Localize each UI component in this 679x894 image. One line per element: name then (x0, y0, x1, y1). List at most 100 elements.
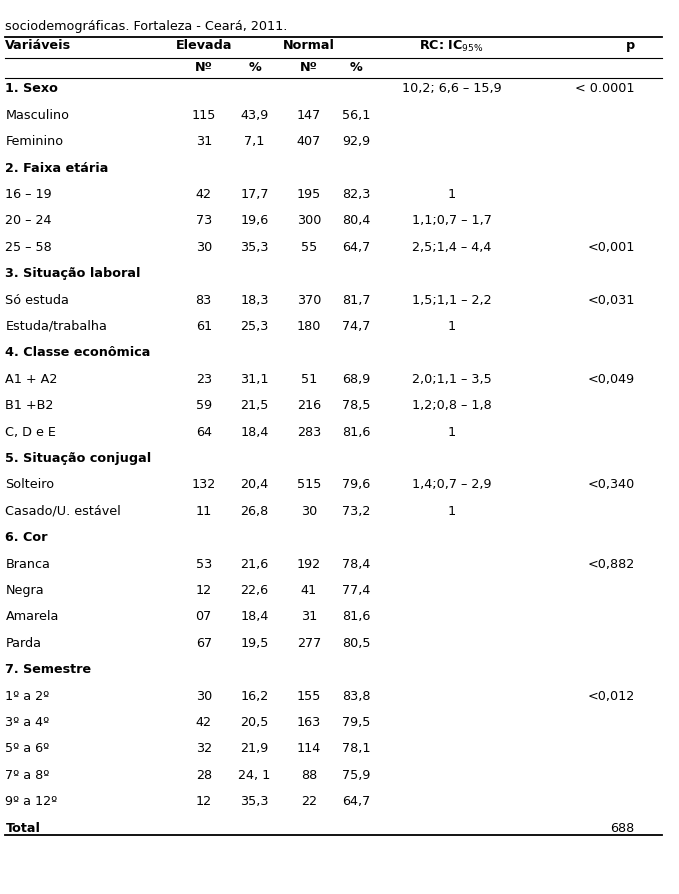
Text: 59: 59 (196, 399, 212, 412)
Text: 42: 42 (196, 715, 212, 729)
Text: 5. Situação conjugal: 5. Situação conjugal (5, 451, 151, 465)
Text: 19,5: 19,5 (240, 636, 269, 649)
Text: 25,3: 25,3 (240, 319, 269, 333)
Text: 10,2; 6,6 – 15,9: 10,2; 6,6 – 15,9 (402, 82, 501, 96)
Text: Parda: Parda (5, 636, 41, 649)
Text: Nº: Nº (195, 61, 213, 74)
Text: 20 – 24: 20 – 24 (5, 215, 52, 227)
Text: 75,9: 75,9 (342, 768, 371, 781)
Text: Elevada: Elevada (175, 39, 232, 53)
Text: 81,6: 81,6 (342, 425, 371, 438)
Text: 195: 195 (297, 188, 321, 201)
Text: 22,6: 22,6 (240, 583, 269, 596)
Text: 22: 22 (301, 794, 317, 807)
Text: 31,1: 31,1 (240, 372, 269, 385)
Text: <0,001: <0,001 (587, 240, 635, 254)
Text: 21,9: 21,9 (240, 741, 269, 755)
Text: 83,8: 83,8 (342, 688, 371, 702)
Text: 30: 30 (196, 688, 212, 702)
Text: 64,7: 64,7 (342, 794, 371, 807)
Text: 370: 370 (297, 293, 321, 307)
Text: 1,1;0,7 – 1,7: 1,1;0,7 – 1,7 (411, 215, 492, 227)
Text: 78,4: 78,4 (342, 557, 371, 570)
Text: 35,3: 35,3 (240, 794, 269, 807)
Text: 30: 30 (196, 240, 212, 254)
Text: A1 + A2: A1 + A2 (5, 372, 58, 385)
Text: Masculino: Masculino (5, 108, 69, 122)
Text: 1,5;1,1 – 2,2: 1,5;1,1 – 2,2 (411, 293, 492, 307)
Text: 64,7: 64,7 (342, 240, 371, 254)
Text: 56,1: 56,1 (342, 108, 371, 122)
Text: <0,031: <0,031 (587, 293, 635, 307)
Text: 1: 1 (447, 188, 456, 201)
Text: Solteiro: Solteiro (5, 477, 54, 491)
Text: Estuda/trabalha: Estuda/trabalha (5, 319, 107, 333)
Text: 11: 11 (196, 504, 212, 518)
Text: %: % (350, 61, 363, 74)
Text: 80,5: 80,5 (342, 636, 371, 649)
Text: 74,7: 74,7 (342, 319, 371, 333)
Text: 35,3: 35,3 (240, 240, 269, 254)
Text: 1,2;0,8 – 1,8: 1,2;0,8 – 1,8 (411, 399, 492, 412)
Text: 300: 300 (297, 215, 321, 227)
Text: B1 +B2: B1 +B2 (5, 399, 54, 412)
Text: 67: 67 (196, 636, 212, 649)
Text: 132: 132 (191, 477, 216, 491)
Text: 78,5: 78,5 (342, 399, 371, 412)
Text: 73,2: 73,2 (342, 504, 371, 518)
Text: sociodemográficas. Fortaleza - Ceará, 2011.: sociodemográficas. Fortaleza - Ceará, 20… (5, 20, 288, 33)
Text: 16 – 19: 16 – 19 (5, 188, 52, 201)
Text: 51: 51 (301, 372, 317, 385)
Text: <0,012: <0,012 (587, 688, 635, 702)
Text: 25 – 58: 25 – 58 (5, 240, 52, 254)
Text: 114: 114 (297, 741, 321, 755)
Text: 688: 688 (610, 821, 635, 834)
Text: 1º a 2º: 1º a 2º (5, 688, 50, 702)
Text: Nº: Nº (300, 61, 318, 74)
Text: 163: 163 (297, 715, 321, 729)
Text: 3. Situação laboral: 3. Situação laboral (5, 266, 141, 280)
Text: 24, 1: 24, 1 (238, 768, 271, 781)
Text: 12: 12 (196, 583, 212, 596)
Text: 17,7: 17,7 (240, 188, 269, 201)
Text: %: % (249, 61, 261, 74)
Text: 83: 83 (196, 293, 212, 307)
Text: 1. Sexo: 1. Sexo (5, 82, 58, 96)
Text: 28: 28 (196, 768, 212, 781)
Text: 26,8: 26,8 (240, 504, 269, 518)
Text: 31: 31 (301, 610, 317, 623)
Text: 55: 55 (301, 240, 317, 254)
Text: 43,9: 43,9 (240, 108, 269, 122)
Text: 7º a 8º: 7º a 8º (5, 768, 50, 781)
Text: 192: 192 (297, 557, 321, 570)
Text: Amarela: Amarela (5, 610, 59, 623)
Text: 53: 53 (196, 557, 212, 570)
Text: 2,5;1,4 – 4,4: 2,5;1,4 – 4,4 (412, 240, 491, 254)
Text: 20,4: 20,4 (240, 477, 269, 491)
Text: 79,6: 79,6 (342, 477, 371, 491)
Text: Normal: Normal (283, 39, 335, 53)
Text: 42: 42 (196, 188, 212, 201)
Text: 7,1: 7,1 (244, 135, 265, 148)
Text: 155: 155 (297, 688, 321, 702)
Text: 92,9: 92,9 (342, 135, 371, 148)
Text: 32: 32 (196, 741, 212, 755)
Text: 3º a 4º: 3º a 4º (5, 715, 50, 729)
Text: 1: 1 (447, 319, 456, 333)
Text: 81,7: 81,7 (342, 293, 371, 307)
Text: 6. Cor: 6. Cor (5, 530, 48, 544)
Text: Total: Total (5, 821, 41, 834)
Text: 515: 515 (297, 477, 321, 491)
Text: 7. Semestre: 7. Semestre (5, 662, 92, 676)
Text: 283: 283 (297, 425, 321, 438)
Text: 2,0;1,1 – 3,5: 2,0;1,1 – 3,5 (411, 372, 492, 385)
Text: 407: 407 (297, 135, 321, 148)
Text: 79,5: 79,5 (342, 715, 371, 729)
Text: 21,6: 21,6 (240, 557, 269, 570)
Text: 30: 30 (301, 504, 317, 518)
Text: 1: 1 (447, 504, 456, 518)
Text: 61: 61 (196, 319, 212, 333)
Text: 07: 07 (196, 610, 212, 623)
Text: Casado/U. estável: Casado/U. estável (5, 504, 121, 518)
Text: 23: 23 (196, 372, 212, 385)
